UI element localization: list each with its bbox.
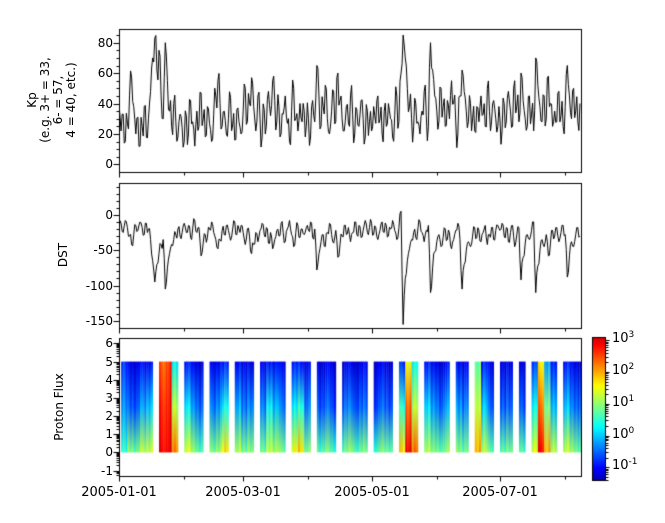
kp-ytick-label: 40 <box>97 97 113 111</box>
proton-ytick-label: 2 <box>105 409 113 423</box>
kp-ytick-label: 0 <box>105 157 113 171</box>
dst-ytick-label: -50 <box>93 243 113 257</box>
x-tick-label: 2005-03-01 <box>205 485 281 500</box>
colorbar-tick-base: 10 <box>612 458 629 473</box>
proton-ytick-label: 4 <box>105 373 113 387</box>
colorbar-tick-exponent: 3 <box>628 330 635 340</box>
colorbar-tick-exponent: -1 <box>628 457 638 467</box>
dst-ytick-label: 0 <box>105 208 113 222</box>
colorbar-tick-base: 10 <box>612 363 629 378</box>
y-axis-label-proton-flux: Proton Flux <box>52 373 66 441</box>
dst-ytick-label: -150 <box>85 314 113 328</box>
colorbar-tick-exponent: 0 <box>628 426 635 436</box>
colorbar-tick-label: 100 <box>612 426 652 442</box>
colorbar-tick-base: 10 <box>612 331 629 346</box>
colorbar-tick-label: 101 <box>612 394 652 410</box>
kp-ytick-label: 60 <box>97 66 113 80</box>
proton-ytick-label: 5 <box>105 355 113 369</box>
colorbar-tick-base: 10 <box>612 395 629 410</box>
proton-ytick-label: 1 <box>105 427 113 441</box>
kp-ytick-label: 20 <box>97 127 113 141</box>
colorbar-tick-base: 10 <box>612 427 629 442</box>
colorbar-tick-label: 102 <box>612 362 652 378</box>
colorbar-tick-label: 103 <box>612 330 652 346</box>
x-tick-label: 2005-05-01 <box>334 485 410 500</box>
x-tick-label: 2005-07-01 <box>462 485 538 500</box>
kp-ytick-label: 80 <box>97 36 113 50</box>
colorbar-tick-label: 10-1 <box>612 457 652 473</box>
proton-ytick-label: 3 <box>105 391 113 405</box>
y-axis-label-kp: Kp (e.g. 3+ = 33, 6- = 57, 4 = 40, etc.) <box>25 15 78 185</box>
proton-ytick-label: 0 <box>105 445 113 459</box>
colorbar-tick-exponent: 1 <box>628 394 635 404</box>
proton-ytick-label: -1 <box>101 464 113 478</box>
dst-ytick-label: -100 <box>85 279 113 293</box>
x-tick-label: 2005-01-01 <box>81 485 157 500</box>
proton-ytick-label: 6 <box>105 336 113 350</box>
colorbar-tick-exponent: 2 <box>628 362 635 372</box>
y-axis-label-dst: DST <box>56 242 70 268</box>
